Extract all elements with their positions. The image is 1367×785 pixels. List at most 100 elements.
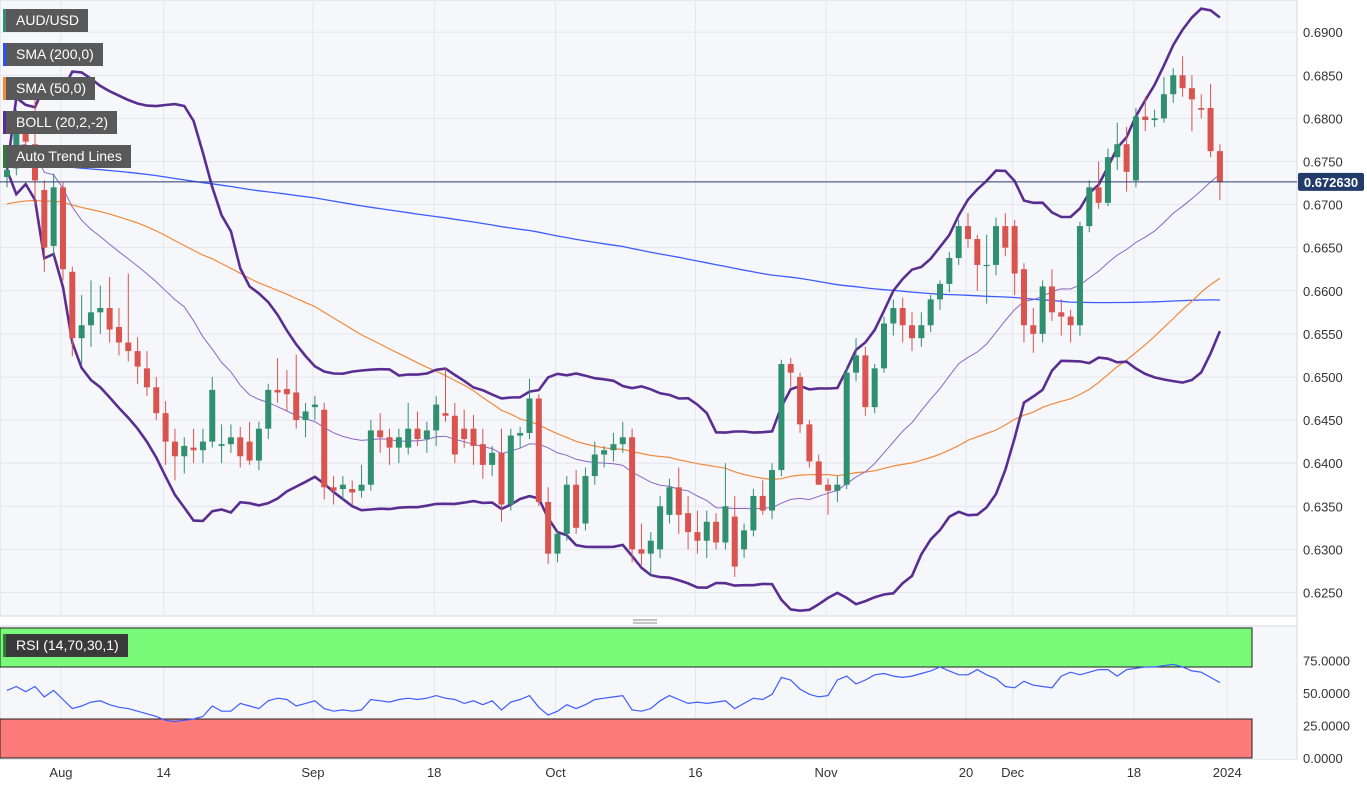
candle-body [1039,286,1046,334]
candle-body [675,487,682,515]
legend-tag-sma-200[interactable]: SMA (200,0) [3,43,103,66]
candle-body [787,364,794,373]
candle-body [862,355,869,408]
candle-body [964,226,971,240]
candle-body [1170,75,1177,95]
candle-body [349,489,356,493]
candle-body [97,308,104,313]
candle-body [162,413,169,442]
candle-body [209,389,216,442]
rsi-oversold-zone [0,718,1253,759]
candle-body [881,323,888,369]
candle-body [992,226,999,265]
candle-body [59,187,66,270]
price-tick-label: 0.6350 [1303,499,1343,514]
price-tick-label: 0.6800 [1303,111,1343,126]
candle-body [1002,226,1009,248]
price-tick-label: 0.6750 [1303,154,1343,169]
legend-tag-aud-usd[interactable]: AUD/USD [3,9,89,32]
time-tick-label: 18 [1127,765,1141,780]
price-tick-label: 0.6300 [1303,542,1343,557]
candle-body [106,308,113,330]
time-tick-label: Dec [1001,765,1025,780]
candle-body [479,444,486,465]
candle-body [731,516,738,567]
candle-body [507,435,514,505]
candle-body [274,389,281,393]
candle-body [265,389,272,429]
current-price-tag [1298,172,1364,191]
price-tick-label: 0.6650 [1303,241,1343,256]
candle-body [181,445,188,457]
candle-body [1198,108,1205,110]
candle-body [610,444,617,451]
time-tick-label: 18 [427,765,441,780]
candle-body [1114,144,1121,158]
bollinger-middle-line [6,143,1221,510]
candle-body [171,441,178,457]
candle-body [1095,187,1102,203]
candle-body [489,452,496,465]
time-tick-label: 14 [156,765,170,780]
candle-body [955,226,962,259]
price-tick-label: 0.6850 [1303,68,1343,83]
time-tick-label: 2024 [1213,765,1242,780]
candle-body [423,430,430,440]
candle-body [535,398,542,502]
candle-body [227,437,234,445]
price-tick-label: 0.6900 [1303,25,1343,40]
candle-body [237,437,244,457]
candle-body [526,398,533,433]
candle-body [498,452,505,505]
candle-body [1048,286,1055,313]
bollinger-upper-line [5,7,1221,434]
candle-body [1132,116,1139,181]
candle-body [190,447,197,451]
candle-body [1151,118,1158,121]
candle-body [843,372,850,485]
candle-body [629,437,636,550]
candle-body [750,495,757,531]
candle-body [1086,187,1093,227]
price-tick-label: 0.6700 [1303,198,1343,213]
price-tick-label: 0.6250 [1303,585,1343,600]
rsi-tick-label: 50.0000 [1303,686,1350,701]
candle-body [1058,312,1065,317]
candle-body [946,258,953,284]
candle-body [1067,316,1074,326]
candle-body [377,430,384,438]
candle-body [666,487,673,515]
candle-body [395,437,402,448]
legend-tag-sma-50[interactable]: SMA (50,0) [3,77,96,100]
price-tick-label: 0.6450 [1303,413,1343,428]
price-tick-label: 0.6500 [1303,370,1343,385]
candle-body [367,430,374,485]
candle-body [638,549,645,554]
candle-body [339,484,346,490]
candle-body [1076,226,1083,326]
legend-tag-auto-trend-lines[interactable]: Auto Trend Lines [3,145,131,168]
candle-body [405,428,412,448]
candle-body [1142,116,1149,121]
time-tick-label: Sep [301,765,324,780]
candle-body [778,364,785,471]
legend-tag-rsi[interactable]: RSI (14,70,30,1) [3,634,128,657]
candle-body [302,411,309,421]
candle-body [741,530,748,550]
legend-tag-bollinger[interactable]: BOLL (20,2,-2) [3,111,118,134]
candle-body [619,437,626,445]
candle-body [433,404,440,431]
candle-body [825,484,832,491]
candle-body [899,308,906,326]
candle-body [853,355,860,373]
candle-body [582,476,589,524]
candle-body [451,415,458,455]
candle-body [871,368,878,408]
candle-body [4,170,10,177]
time-tick-label: Aug [49,765,72,780]
candle-body [703,521,710,541]
bollinger-lower-line [5,169,1222,613]
candle-body [974,239,981,265]
candle-body [218,444,225,446]
